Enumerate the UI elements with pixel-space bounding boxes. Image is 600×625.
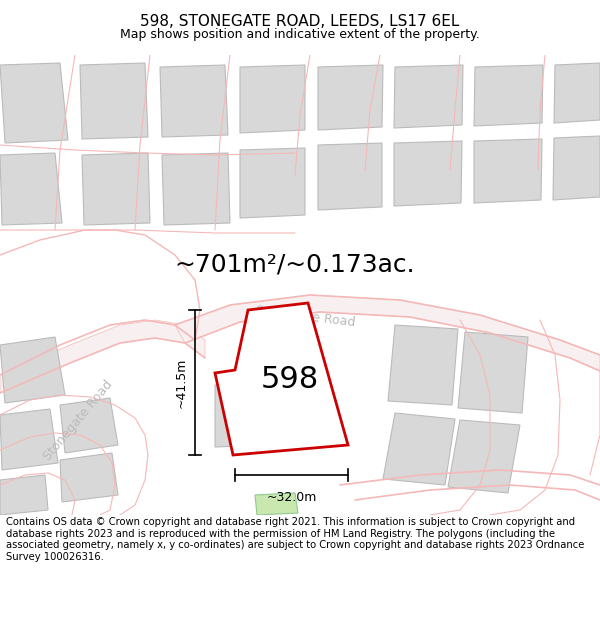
Text: Stonegate Road: Stonegate Road	[254, 304, 355, 329]
Polygon shape	[318, 143, 382, 210]
Polygon shape	[240, 148, 305, 218]
Text: Map shows position and indicative extent of the property.: Map shows position and indicative extent…	[120, 28, 480, 41]
Polygon shape	[215, 383, 265, 447]
Polygon shape	[448, 420, 520, 493]
Polygon shape	[0, 63, 68, 143]
Polygon shape	[0, 475, 48, 515]
Text: 598, STONEGATE ROAD, LEEDS, LS17 6EL: 598, STONEGATE ROAD, LEEDS, LS17 6EL	[140, 14, 460, 29]
Polygon shape	[394, 65, 463, 128]
Polygon shape	[160, 65, 228, 137]
Polygon shape	[240, 65, 305, 133]
Polygon shape	[318, 65, 383, 130]
Polygon shape	[388, 325, 458, 405]
Polygon shape	[82, 153, 150, 225]
Polygon shape	[383, 413, 455, 485]
Polygon shape	[0, 337, 65, 403]
Polygon shape	[162, 153, 230, 225]
Polygon shape	[60, 398, 118, 453]
Text: Contains OS data © Crown copyright and database right 2021. This information is : Contains OS data © Crown copyright and d…	[6, 518, 584, 562]
Polygon shape	[80, 63, 148, 139]
Text: Stonegate Road: Stonegate Road	[41, 378, 115, 462]
Polygon shape	[0, 320, 205, 393]
Polygon shape	[474, 65, 543, 126]
Polygon shape	[0, 409, 58, 470]
Polygon shape	[553, 136, 600, 200]
Polygon shape	[60, 453, 118, 502]
Text: ~701m²/~0.173ac.: ~701m²/~0.173ac.	[175, 253, 415, 277]
Polygon shape	[0, 153, 62, 225]
Polygon shape	[255, 493, 298, 515]
Text: ~41.5m: ~41.5m	[175, 357, 187, 408]
Polygon shape	[458, 332, 528, 413]
Text: 598: 598	[261, 366, 319, 394]
Polygon shape	[554, 63, 600, 123]
Text: ~32.0m: ~32.0m	[266, 491, 317, 504]
Polygon shape	[215, 303, 348, 455]
Polygon shape	[474, 139, 542, 203]
Polygon shape	[394, 141, 462, 206]
Polygon shape	[175, 295, 600, 371]
